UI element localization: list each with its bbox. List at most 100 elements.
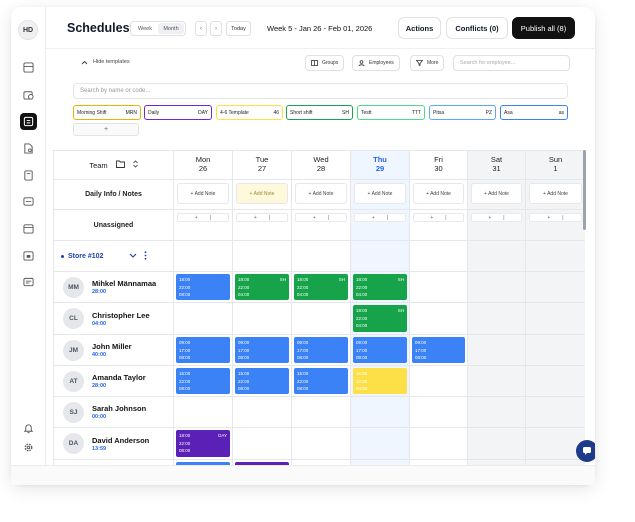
shift-block[interactable]: 15:00 22:00 08:00 <box>235 368 289 394</box>
shift-block[interactable] <box>176 462 230 465</box>
store-group-row[interactable]: Store #102 <box>54 241 174 272</box>
unassigned-cell[interactable]: + | <box>468 210 526 241</box>
shift-block[interactable] <box>235 462 289 465</box>
shift-cell[interactable] <box>410 460 468 465</box>
view-week-button[interactable]: Week <box>138 25 152 32</box>
shift-cell[interactable] <box>410 428 468 460</box>
shift-cell[interactable] <box>468 303 526 335</box>
view-month-button[interactable]: Month <box>158 23 184 34</box>
employees-button[interactable]: Employees <box>352 55 400 71</box>
shift-cell[interactable]: 18:00 22:00 04:00 SH <box>292 272 351 303</box>
schedule-icon[interactable] <box>20 113 37 130</box>
employee-row-header[interactable]: JM John Miller 40:00 <box>54 335 174 366</box>
shift-cell[interactable] <box>351 397 410 428</box>
shift-cell[interactable] <box>468 460 526 465</box>
shift-block[interactable]: 18:00 22:00 04:00 SH <box>353 305 407 332</box>
shift-block[interactable]: 09:00 17:00 08:00 <box>176 337 230 363</box>
shift-block[interactable]: 09:00 17:00 08:00 <box>412 337 465 363</box>
shift-cell[interactable] <box>292 460 351 465</box>
day-header[interactable]: Wed 28 <box>292 151 351 180</box>
unassigned-slot[interactable]: + | <box>236 213 288 222</box>
shift-cell[interactable] <box>233 397 292 428</box>
groups-button[interactable]: Groups <box>305 55 345 71</box>
gear-icon[interactable] <box>21 440 36 455</box>
shift-cell[interactable] <box>174 303 233 335</box>
unassigned-slot[interactable]: + | <box>413 213 464 222</box>
shift-cell[interactable] <box>468 397 526 428</box>
employee-row-header[interactable]: MM Mihkel Männamaa 28:00 <box>54 272 174 303</box>
day-header[interactable]: Sat 31 <box>468 151 526 180</box>
shift-block[interactable]: 09:00 17:00 08:00 <box>294 337 348 363</box>
chat-icon[interactable] <box>21 275 36 290</box>
add-note-button[interactable]: + Add Note <box>236 183 288 204</box>
shift-cell[interactable]: 09:00 17:00 08:00 <box>174 335 233 366</box>
unassigned-cell[interactable]: + | <box>526 210 585 241</box>
add-note-button[interactable]: + Add Note <box>177 183 229 204</box>
unassigned-cell[interactable]: + | <box>292 210 351 241</box>
employee-row-header[interactable]: SJ Sarah Johnson 00:00 <box>54 397 174 428</box>
shift-cell[interactable]: 15:00 22:00 08:00 <box>292 366 351 397</box>
add-note-button[interactable]: + Add Note <box>295 183 347 204</box>
prev-week-button[interactable]: ‹ <box>195 21 207 36</box>
add-shift-icon[interactable]: + <box>253 214 257 221</box>
next-week-button[interactable]: › <box>210 21 222 36</box>
shift-cell[interactable] <box>526 272 585 303</box>
template-search-input[interactable]: Search by name or code... <box>73 83 568 99</box>
shift-cell[interactable]: 09:00 17:00 08:00 <box>233 335 292 366</box>
shift-cell[interactable] <box>233 303 292 335</box>
shift-block[interactable]: 15:00 22:00 04:00 <box>353 368 407 394</box>
add-note-button[interactable]: + Add Note <box>529 183 582 204</box>
shift-cell[interactable] <box>526 303 585 335</box>
shift-cell[interactable] <box>526 460 585 465</box>
shift-cell[interactable] <box>526 335 585 366</box>
inbox-icon[interactable] <box>21 194 36 209</box>
unassigned-slot[interactable]: + | <box>177 213 229 222</box>
shift-block[interactable]: 18:00 22:00 04:00 SH <box>353 274 407 300</box>
unassigned-slot[interactable]: + | <box>295 213 347 222</box>
template-chip[interactable]: 4-6 Template 46 <box>216 105 283 120</box>
shift-cell[interactable] <box>292 397 351 428</box>
shift-cell[interactable]: 15:00 22:00 08:00 <box>174 366 233 397</box>
calendar-check-icon[interactable] <box>21 248 36 263</box>
add-shift-icon[interactable]: + <box>430 214 434 221</box>
shift-cell[interactable] <box>410 397 468 428</box>
employee-row-header[interactable] <box>54 460 174 465</box>
shift-block[interactable]: 09:00 17:00 08:00 <box>235 337 289 363</box>
shift-block[interactable]: 18:00 22:00 08:00 DAY <box>176 430 230 457</box>
employee-row-header[interactable]: AT Amanda Taylor 28:00 <box>54 366 174 397</box>
shift-block[interactable]: 18:00 22:00 04:00 SH <box>235 274 289 300</box>
unassigned-cell[interactable]: + | <box>233 210 292 241</box>
shift-cell[interactable]: 18:00 22:00 04:00 SH <box>233 272 292 303</box>
actions-button[interactable]: Actions <box>398 17 441 39</box>
unassigned-slot[interactable]: + | <box>529 213 582 222</box>
shift-cell[interactable]: 09:00 17:00 08:00 <box>351 335 410 366</box>
more-filters-button[interactable]: More <box>410 55 445 71</box>
add-template-button[interactable]: + <box>73 123 139 136</box>
template-chip[interactable]: Pitsa PZ <box>429 105 496 120</box>
shift-cell[interactable] <box>468 428 526 460</box>
add-note-button[interactable]: + Add Note <box>354 183 406 204</box>
shift-block[interactable]: 09:00 17:00 08:00 <box>353 337 407 363</box>
shift-cell[interactable] <box>410 272 468 303</box>
shift-block[interactable]: 15:00 22:00 08:00 <box>294 368 348 394</box>
template-chip[interactable]: Daily DAY <box>144 105 212 120</box>
calendar-icon[interactable] <box>21 221 36 236</box>
day-header[interactable]: Sun 1 <box>526 151 585 180</box>
more-vertical-icon[interactable] <box>144 250 147 262</box>
shift-cell[interactable] <box>174 397 233 428</box>
shift-cell[interactable] <box>468 272 526 303</box>
conflicts-button[interactable]: Conflicts (0) <box>446 17 508 39</box>
chevron-down-icon[interactable] <box>129 253 137 260</box>
shift-cell[interactable]: 09:00 17:00 08:00 <box>410 335 468 366</box>
book-icon[interactable] <box>21 168 36 183</box>
shift-cell[interactable] <box>233 460 292 465</box>
template-chip[interactable]: Asa as <box>500 105 568 120</box>
bell-icon[interactable] <box>21 421 36 436</box>
shift-cell[interactable] <box>174 460 233 465</box>
today-button[interactable]: Today <box>226 21 251 36</box>
shift-cell[interactable]: 15:00 22:00 08:00 <box>233 366 292 397</box>
shift-cell[interactable]: 09:00 17:00 08:00 <box>292 335 351 366</box>
dashboard-icon[interactable] <box>21 60 36 75</box>
add-shift-icon[interactable]: + <box>547 214 551 221</box>
day-header[interactable]: Fri 30 <box>410 151 468 180</box>
